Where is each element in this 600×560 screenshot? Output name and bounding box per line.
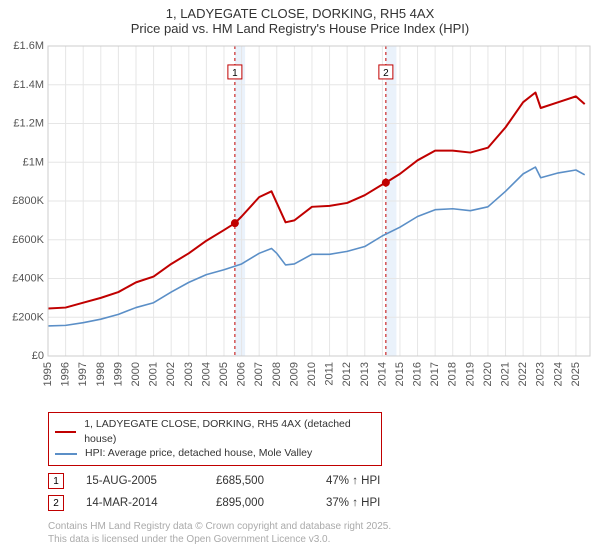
svg-text:£1.6M: £1.6M xyxy=(13,40,44,52)
svg-text:2009: 2009 xyxy=(288,362,300,386)
event-date: 15-AUG-2005 xyxy=(86,475,216,487)
svg-text:2018: 2018 xyxy=(447,362,459,386)
svg-text:£400K: £400K xyxy=(12,273,44,285)
svg-text:2011: 2011 xyxy=(324,362,336,386)
event-pct: 37% ↑ HPI xyxy=(326,497,416,509)
svg-text:2025: 2025 xyxy=(570,362,582,386)
svg-text:2: 2 xyxy=(383,68,389,79)
svg-text:1997: 1997 xyxy=(77,362,89,386)
attribution: Contains HM Land Registry data © Crown c… xyxy=(48,520,590,546)
svg-text:2017: 2017 xyxy=(429,362,441,386)
svg-text:2020: 2020 xyxy=(482,362,494,386)
svg-text:2022: 2022 xyxy=(517,362,529,386)
legend-label: 1, LADYEGATE CLOSE, DORKING, RH5 4AX (de… xyxy=(84,417,375,446)
svg-text:2016: 2016 xyxy=(412,362,424,386)
svg-text:2014: 2014 xyxy=(376,362,388,386)
event-marker: 1 xyxy=(48,473,64,489)
svg-text:2008: 2008 xyxy=(271,362,283,386)
svg-text:1999: 1999 xyxy=(112,362,124,386)
svg-text:2003: 2003 xyxy=(183,362,195,386)
chart-area: £0 £200K £400K £600K £800K £1M £1.2M £1.4M £1.6M… xyxy=(0,36,600,406)
attribution-line-2: This data is licensed under the Open Gov… xyxy=(48,533,590,546)
svg-text:2019: 2019 xyxy=(464,362,476,386)
event-price: £895,000 xyxy=(216,497,326,509)
svg-text:£1.2M: £1.2M xyxy=(13,118,44,130)
legend-item: HPI: Average price, detached house, Mole… xyxy=(55,446,375,461)
attribution-line-1: Contains HM Land Registry data © Crown c… xyxy=(48,520,590,533)
svg-text:2024: 2024 xyxy=(552,362,564,386)
svg-text:2005: 2005 xyxy=(218,362,230,386)
svg-text:£800K: £800K xyxy=(12,195,44,207)
svg-text:1998: 1998 xyxy=(95,362,107,386)
svg-text:2002: 2002 xyxy=(165,362,177,386)
legend-swatch xyxy=(55,453,77,455)
svg-text:2023: 2023 xyxy=(535,362,547,386)
event-price: £685,500 xyxy=(216,475,326,487)
event-pct: 47% ↑ HPI xyxy=(326,475,416,487)
svg-text:£0: £0 xyxy=(32,350,44,362)
svg-text:2004: 2004 xyxy=(200,362,212,386)
event-marker: 2 xyxy=(48,495,64,511)
svg-text:2021: 2021 xyxy=(500,362,512,386)
svg-text:2007: 2007 xyxy=(253,362,265,386)
svg-text:£600K: £600K xyxy=(12,234,44,246)
title-line-2: Price paid vs. HM Land Registry's House … xyxy=(0,21,600,36)
event-row: 1 15-AUG-2005£685,50047% ↑ HPI xyxy=(48,470,590,492)
svg-text:2001: 2001 xyxy=(148,362,160,386)
title-line-1: 1, LADYEGATE CLOSE, DORKING, RH5 4AX xyxy=(0,6,600,21)
chart-titles: 1, LADYEGATE CLOSE, DORKING, RH5 4AX Pri… xyxy=(0,0,600,36)
svg-text:1995: 1995 xyxy=(42,362,54,386)
svg-text:2015: 2015 xyxy=(394,362,406,386)
sale-events: 1 15-AUG-2005£685,50047% ↑ HPI 2 14-MAR-201… xyxy=(48,470,590,514)
svg-text:2006: 2006 xyxy=(236,362,248,386)
legend: 1, LADYEGATE CLOSE, DORKING, RH5 4AX (de… xyxy=(48,412,382,466)
svg-text:£1M: £1M xyxy=(23,156,44,168)
svg-text:£200K: £200K xyxy=(12,311,44,323)
legend-swatch xyxy=(55,431,76,433)
svg-text:2013: 2013 xyxy=(359,362,371,386)
svg-text:2012: 2012 xyxy=(341,362,353,386)
line-chart: £0 £200K £400K £600K £800K £1M £1.2M £1.4M £1.6M… xyxy=(0,36,600,406)
svg-text:2010: 2010 xyxy=(306,362,318,386)
svg-text:1: 1 xyxy=(232,68,238,79)
legend-item: 1, LADYEGATE CLOSE, DORKING, RH5 4AX (de… xyxy=(55,417,375,446)
svg-text:£1.4M: £1.4M xyxy=(13,79,44,91)
svg-text:1996: 1996 xyxy=(60,362,72,386)
event-row: 2 14-MAR-2014£895,00037% ↑ HPI xyxy=(48,492,590,514)
legend-label: HPI: Average price, detached house, Mole… xyxy=(85,446,312,461)
event-date: 14-MAR-2014 xyxy=(86,497,216,509)
svg-text:2000: 2000 xyxy=(130,362,142,386)
